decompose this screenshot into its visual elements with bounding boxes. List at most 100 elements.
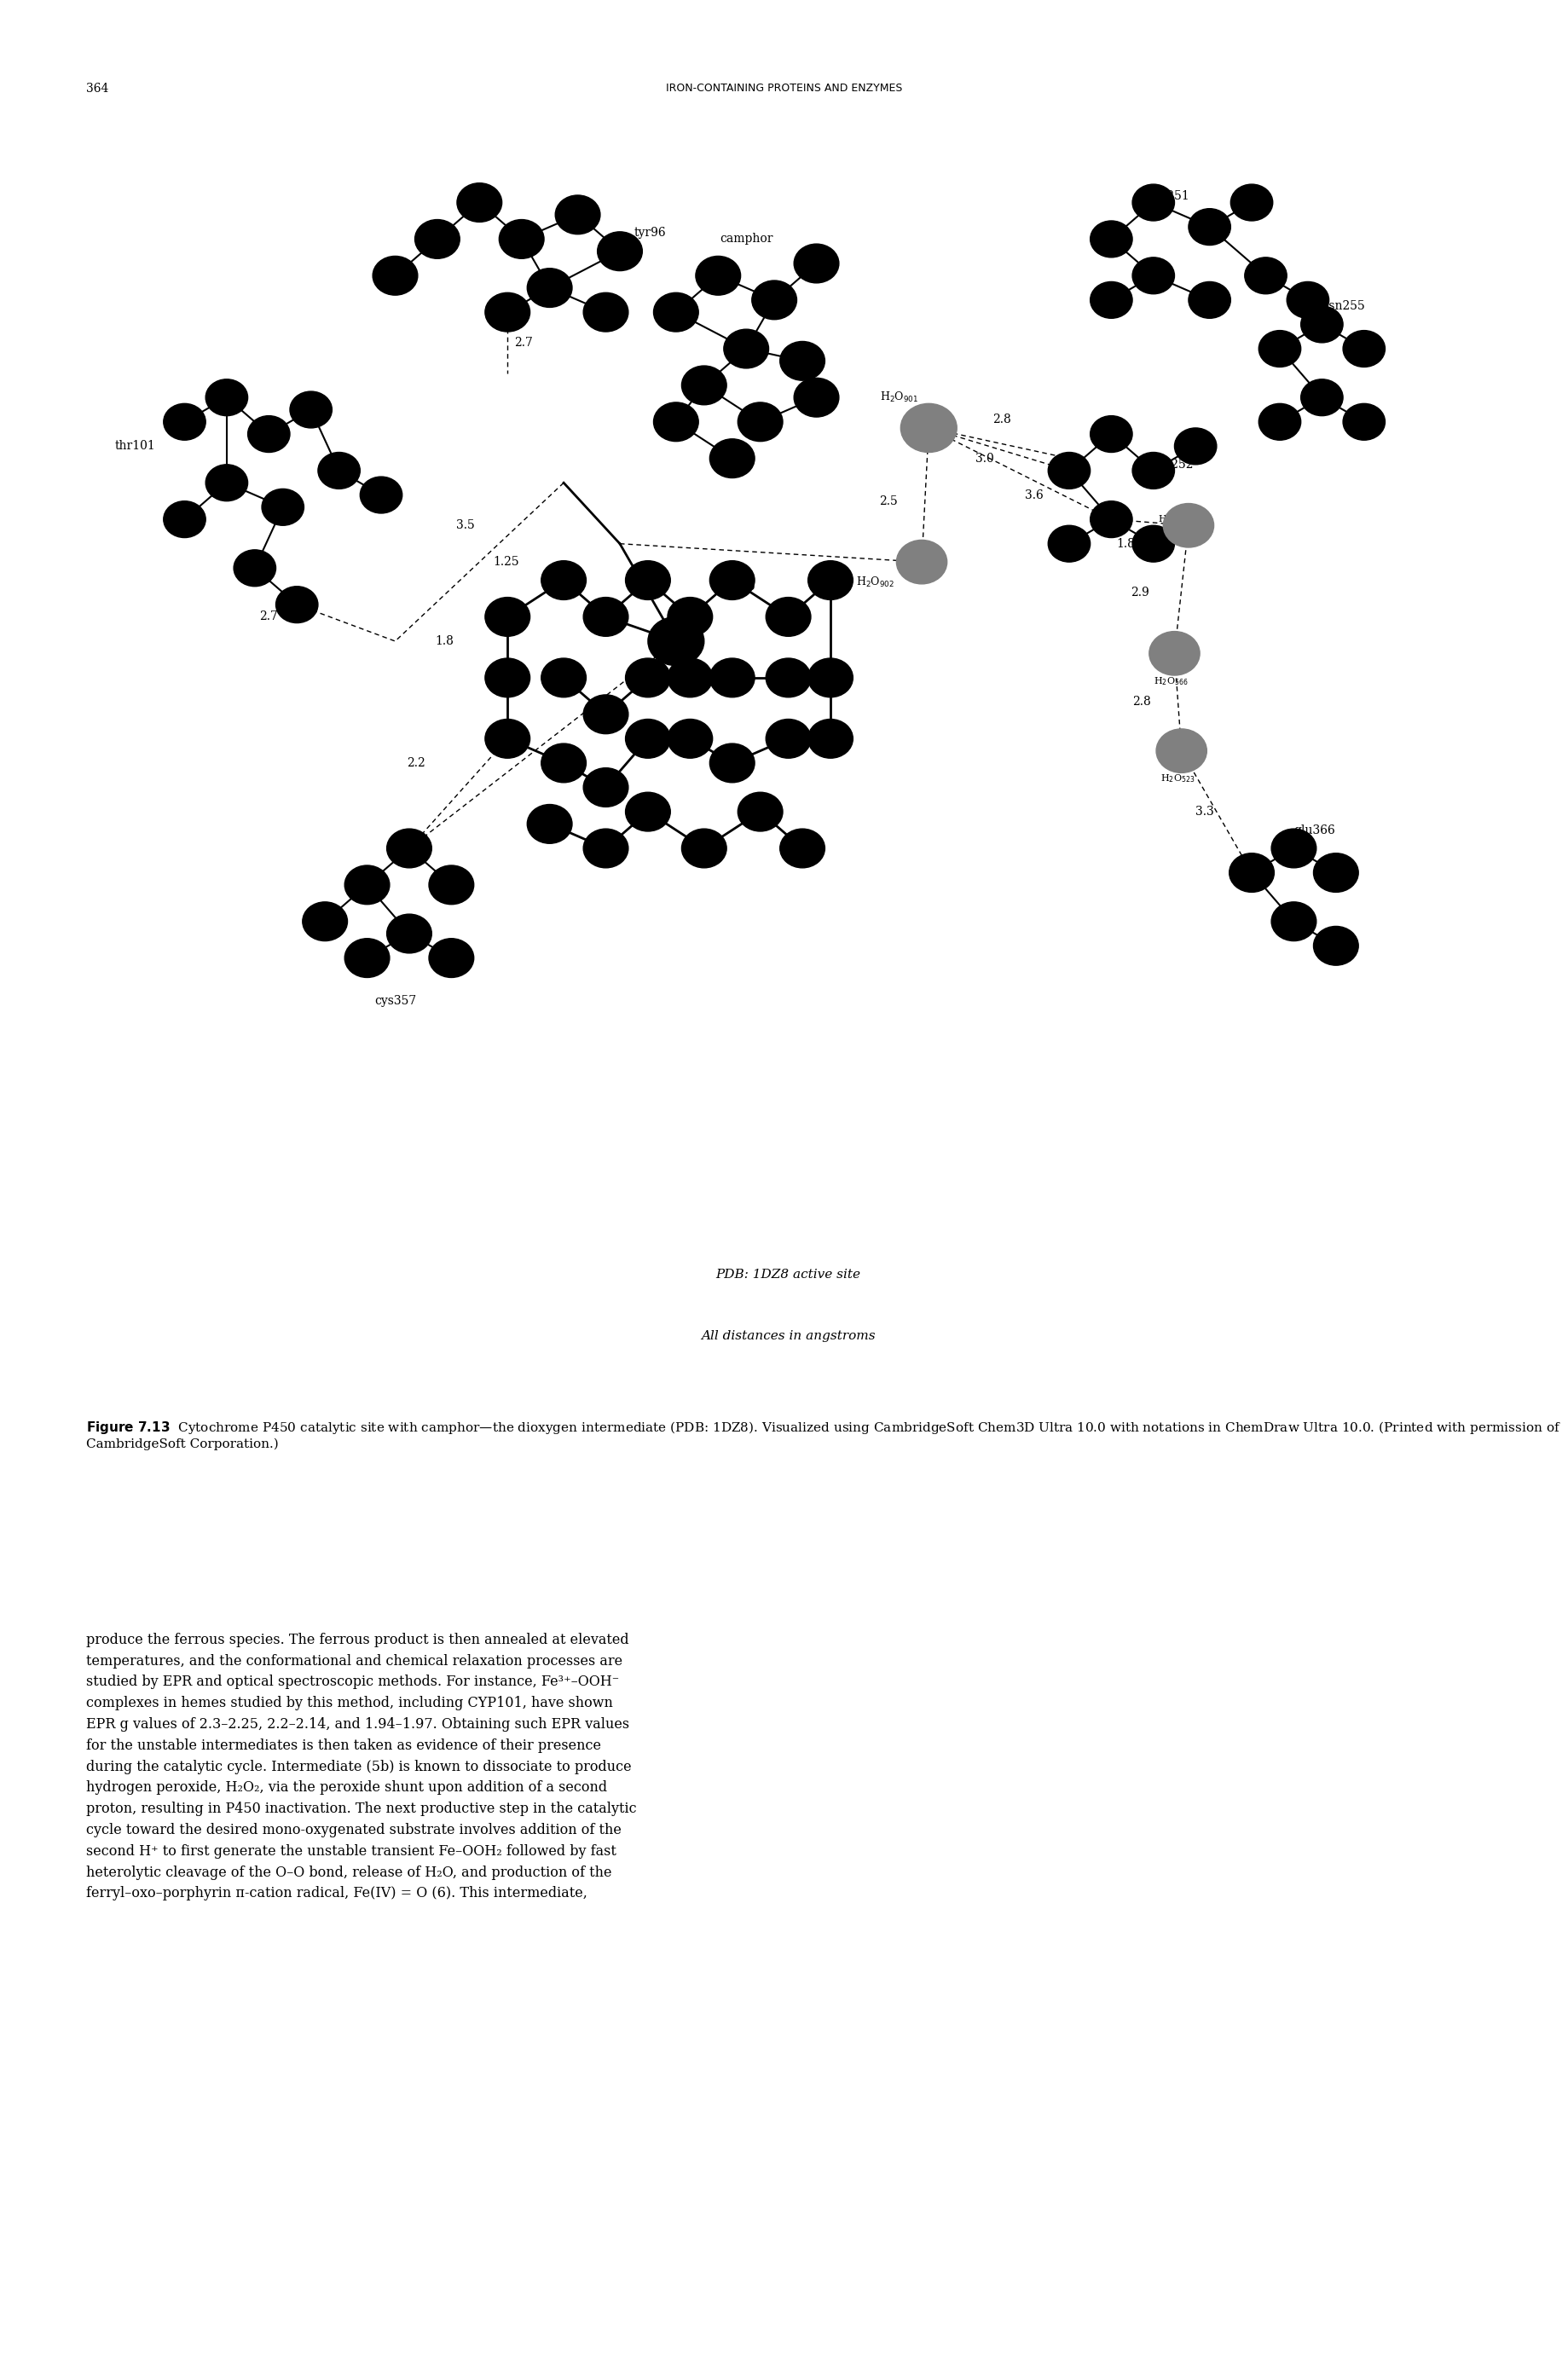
Circle shape [414,220,459,258]
Circle shape [1047,452,1090,490]
Circle shape [709,440,754,478]
Circle shape [1132,525,1174,563]
Circle shape [1270,828,1316,868]
Circle shape [751,282,797,319]
Circle shape [765,719,811,757]
Circle shape [1243,258,1286,293]
Text: 2.7: 2.7 [514,336,533,348]
Circle shape [485,293,530,331]
Circle shape [1270,901,1316,942]
Circle shape [541,743,586,783]
Circle shape [485,719,530,757]
Text: 1.8: 1.8 [434,634,453,648]
Text: 2.5: 2.5 [878,494,897,506]
Circle shape [1149,632,1200,674]
Circle shape [1300,305,1342,343]
Circle shape [527,267,572,308]
Text: 364: 364 [86,83,108,95]
Text: glu366: glu366 [1294,823,1334,835]
Circle shape [1229,185,1272,220]
Circle shape [779,341,825,381]
Circle shape [695,256,740,296]
Text: 3.3: 3.3 [1195,807,1214,819]
Circle shape [1258,331,1300,367]
Circle shape [583,769,627,807]
Circle shape [290,390,332,428]
Circle shape [1090,502,1132,537]
Text: 2.8: 2.8 [993,414,1010,426]
Circle shape [668,719,712,757]
Circle shape [793,379,839,416]
Text: tyr96: tyr96 [633,227,665,239]
Circle shape [373,256,417,296]
Circle shape [626,719,670,757]
Circle shape [1229,854,1273,892]
Circle shape [1162,504,1214,547]
Text: All distances in angstroms: All distances in angstroms [701,1330,875,1342]
Circle shape [1286,282,1328,319]
Circle shape [1156,729,1206,774]
Circle shape [654,293,698,331]
Circle shape [499,220,544,258]
Text: 2.7: 2.7 [259,610,278,622]
Circle shape [1342,405,1385,440]
Circle shape [793,244,839,284]
Circle shape [527,804,572,842]
Circle shape [709,561,754,599]
Circle shape [303,901,347,942]
Circle shape [485,596,530,636]
Circle shape [248,416,290,452]
Circle shape [668,658,712,698]
Circle shape [723,329,768,369]
Circle shape [681,367,726,405]
Circle shape [709,743,754,783]
Text: H$_2$O$_{687}$: H$_2$O$_{687}$ [1157,513,1192,525]
Circle shape [737,793,782,830]
Text: H$_2$O$_{566}$: H$_2$O$_{566}$ [1152,674,1187,686]
Text: H$_2$O$_{901}$: H$_2$O$_{901}$ [880,390,917,405]
Circle shape [428,939,474,977]
Circle shape [318,452,361,490]
Circle shape [1132,258,1174,293]
Circle shape [345,939,389,977]
Text: 2.9: 2.9 [1131,587,1149,599]
Circle shape [1312,854,1358,892]
Circle shape [583,293,627,331]
Circle shape [779,828,825,868]
Text: cys357: cys357 [375,994,416,1006]
Circle shape [765,596,811,636]
Circle shape [276,587,318,622]
Circle shape [456,182,502,222]
Circle shape [262,490,304,525]
Circle shape [808,658,853,698]
Circle shape [234,549,276,587]
Text: 1.25: 1.25 [494,556,519,568]
Circle shape [541,658,586,698]
Circle shape [709,658,754,698]
Circle shape [895,539,947,584]
Circle shape [681,828,726,868]
Circle shape [1189,208,1229,246]
Circle shape [205,464,248,502]
Circle shape [1090,220,1132,258]
Circle shape [1132,452,1174,490]
Text: camphor: camphor [720,234,773,246]
Circle shape [597,232,641,270]
Circle shape [648,618,704,665]
Text: 3.0: 3.0 [975,452,994,464]
Text: IRON-CONTAINING PROTEINS AND ENZYMES: IRON-CONTAINING PROTEINS AND ENZYMES [666,83,902,95]
Circle shape [1090,282,1132,319]
Circle shape [361,476,401,513]
Circle shape [541,561,586,599]
Text: produce the ferrous species. The ferrous product is then annealed at elevated
te: produce the ferrous species. The ferrous… [86,1633,637,1900]
Text: H$_2$O$_{523}$: H$_2$O$_{523}$ [1160,774,1195,786]
Circle shape [1312,927,1358,965]
Text: 3.5: 3.5 [737,580,756,592]
Circle shape [668,596,712,636]
Circle shape [583,696,627,733]
Circle shape [1342,331,1385,367]
Text: thr101: thr101 [114,440,155,452]
Text: PDB: 1DZ8 active site: PDB: 1DZ8 active site [715,1268,861,1280]
Text: H$_2$O$_{902}$: H$_2$O$_{902}$ [855,575,894,589]
Circle shape [1047,525,1090,563]
